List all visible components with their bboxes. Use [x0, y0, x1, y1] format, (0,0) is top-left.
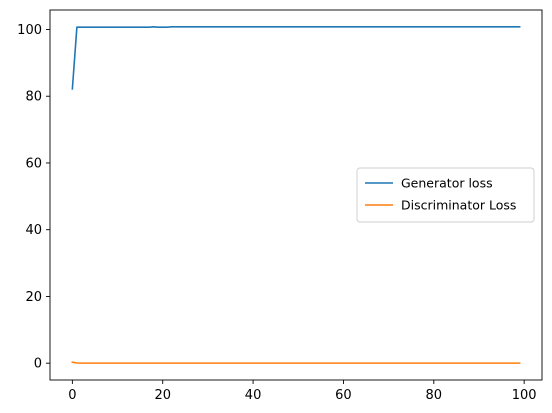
y-tick-label: 60	[25, 156, 42, 171]
legend: Generator loss Discriminator Loss	[356, 167, 535, 223]
y-tick-label: 100	[17, 23, 42, 38]
series-line-0	[71, 26, 521, 90]
x-tick-label: 60	[335, 388, 352, 403]
legend-box	[356, 167, 535, 223]
x-tick-label: 80	[426, 388, 443, 403]
plot-series-layer	[71, 26, 521, 364]
x-tick-label: 40	[245, 388, 262, 403]
y-tick-label: 20	[25, 290, 42, 305]
legend-label-0: Generator loss	[401, 176, 493, 191]
x-tick-label: 0	[68, 388, 76, 403]
x-tick-label: 100	[512, 388, 537, 403]
axes-frame	[49, 9, 543, 381]
y-tick-label: 0	[34, 357, 42, 372]
y-tick-label: 40	[25, 223, 42, 238]
y-tick-label: 80	[25, 90, 42, 105]
x-axis-ticks: 0 20 40 60 80 100	[68, 380, 537, 403]
x-tick-label: 20	[154, 388, 171, 403]
legend-label-1: Discriminator Loss	[401, 198, 516, 213]
series-line-1	[71, 361, 521, 364]
y-axis-ticks: 0 20 40 60 80 100	[17, 23, 50, 372]
